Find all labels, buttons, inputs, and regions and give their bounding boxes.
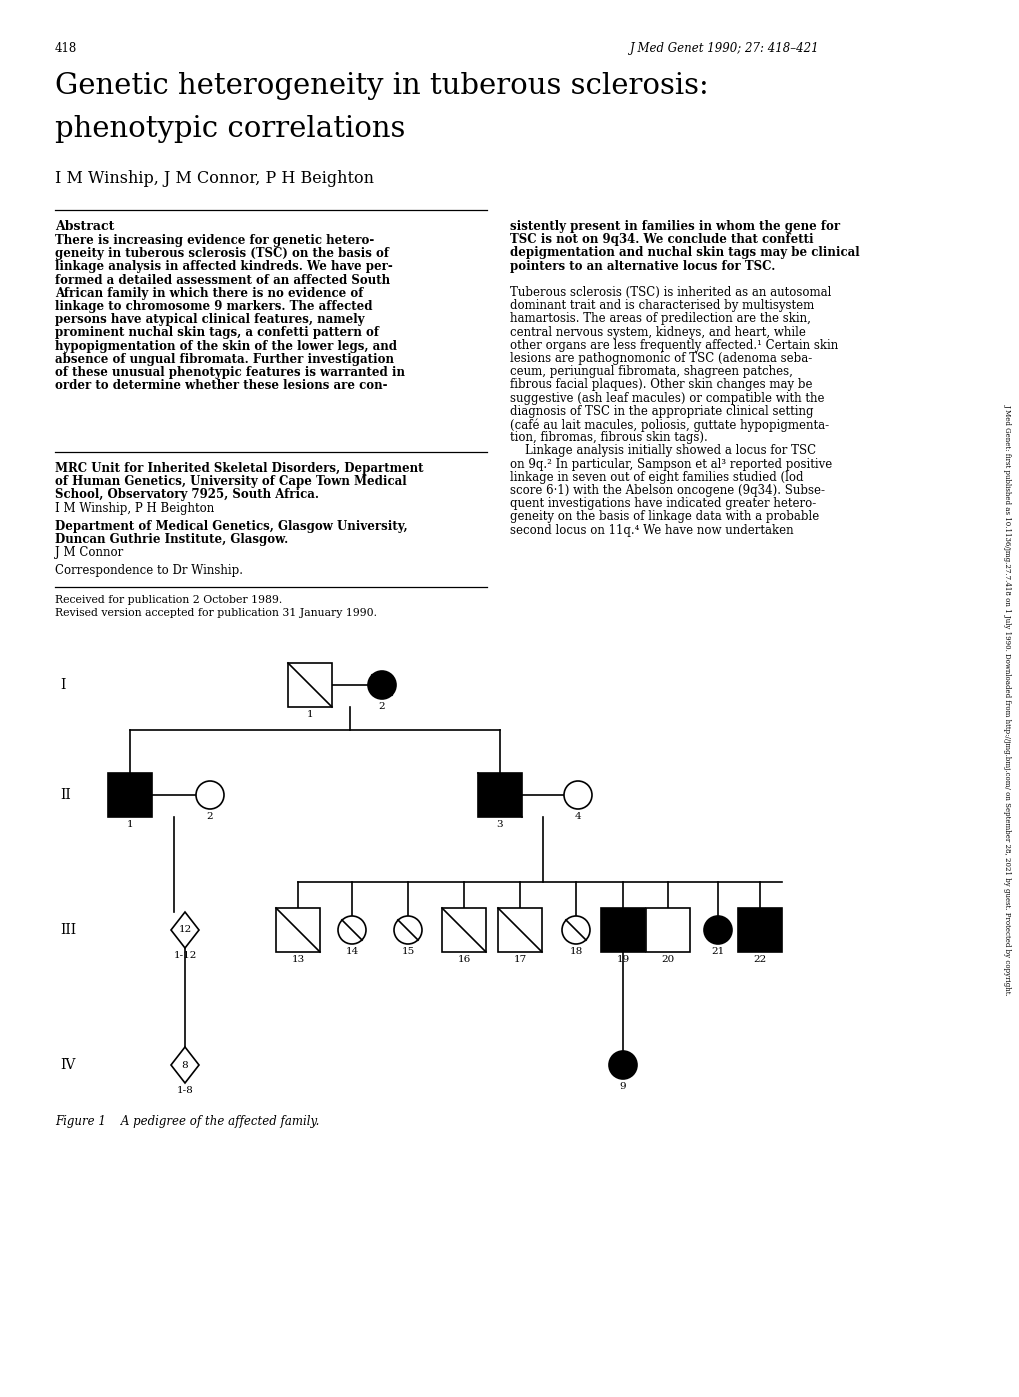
Text: diagnosis of TSC in the appropriate clinical setting: diagnosis of TSC in the appropriate clin… (510, 405, 813, 418)
Text: 418: 418 (55, 42, 77, 54)
Text: fibrous facial plaques). Other skin changes may be: fibrous facial plaques). Other skin chan… (510, 379, 812, 391)
Text: central nervous system, kidneys, and heart, while: central nervous system, kidneys, and hea… (510, 326, 805, 338)
Text: hamartosis. The areas of predilection are the skin,: hamartosis. The areas of predilection ar… (510, 313, 810, 326)
Text: 1-8: 1-8 (176, 1085, 194, 1095)
Text: suggestive (ash leaf macules) or compatible with the: suggestive (ash leaf macules) or compati… (510, 391, 823, 405)
Text: African family in which there is no evidence of: African family in which there is no evid… (55, 286, 363, 300)
Text: III: III (60, 923, 76, 937)
Text: 1-12: 1-12 (173, 951, 197, 960)
Text: 18: 18 (569, 947, 582, 956)
Text: Correspondence to Dr Winship.: Correspondence to Dr Winship. (55, 564, 243, 577)
Text: on 9q.² In particular, Sampson et al³ reported positive: on 9q.² In particular, Sampson et al³ re… (510, 458, 832, 471)
Text: I M Winship, P H Beighton: I M Winship, P H Beighton (55, 502, 214, 514)
Text: 14: 14 (345, 947, 359, 956)
Text: MRC Unit for Inherited Skeletal Disorders, Department: MRC Unit for Inherited Skeletal Disorder… (55, 462, 423, 475)
Text: 15: 15 (401, 947, 414, 956)
Text: 12: 12 (178, 925, 192, 935)
Text: IV: IV (60, 1058, 75, 1071)
Text: linkage to chromosome 9 markers. The affected: linkage to chromosome 9 markers. The aff… (55, 300, 372, 313)
Bar (738, 908, 782, 951)
Bar (276, 908, 320, 951)
Text: 20: 20 (660, 956, 674, 964)
Text: absence of ungual fibromata. Further investigation: absence of ungual fibromata. Further inv… (55, 353, 393, 366)
Text: 2: 2 (207, 812, 213, 821)
Text: geneity on the basis of linkage data with a probable: geneity on the basis of linkage data wit… (510, 510, 818, 524)
Bar (441, 908, 485, 951)
Text: 4: 4 (574, 812, 581, 821)
Text: Figure 1    A pedigree of the affected family.: Figure 1 A pedigree of the affected fami… (55, 1115, 319, 1127)
Text: of these unusual phenotypic features is warranted in: of these unusual phenotypic features is … (55, 366, 405, 379)
Text: Genetic heterogeneity in tuberous sclerosis:: Genetic heterogeneity in tuberous sclero… (55, 73, 708, 101)
Text: score 6·1) with the Abelson oncogene (9q34). Subse-: score 6·1) with the Abelson oncogene (9q… (510, 483, 824, 497)
Text: 13: 13 (291, 956, 305, 964)
Circle shape (608, 1051, 637, 1078)
Text: second locus on 11q.⁴ We have now undertaken: second locus on 11q.⁴ We have now undert… (510, 524, 793, 536)
Bar (600, 908, 644, 951)
Bar (108, 773, 152, 817)
Text: Department of Medical Genetics, Glasgow University,: Department of Medical Genetics, Glasgow … (55, 520, 408, 532)
Text: Duncan Guthrie Institute, Glasgow.: Duncan Guthrie Institute, Glasgow. (55, 534, 288, 546)
Bar (287, 664, 331, 707)
Text: 16: 16 (457, 956, 470, 964)
Text: I: I (60, 678, 65, 692)
Text: sistently present in families in whom the gene for: sistently present in families in whom th… (510, 219, 840, 233)
Text: pointers to an alternative locus for TSC.: pointers to an alternative locus for TSC… (510, 260, 774, 272)
Text: II: II (60, 788, 70, 802)
Text: (café au lait macules, poliosis, guttate hypopigmenta-: (café au lait macules, poliosis, guttate… (510, 418, 828, 432)
Text: tion, fibromas, fibrous skin tags).: tion, fibromas, fibrous skin tags). (510, 432, 707, 444)
Text: J M Connor: J M Connor (55, 546, 123, 559)
Text: There is increasing evidence for genetic hetero-: There is increasing evidence for genetic… (55, 235, 374, 247)
Bar (478, 773, 522, 817)
Circle shape (703, 916, 732, 944)
Polygon shape (171, 912, 199, 949)
Circle shape (368, 671, 395, 698)
Text: 3: 3 (496, 820, 502, 828)
Circle shape (337, 916, 366, 944)
Text: Received for publication 2 October 1989.: Received for publication 2 October 1989. (55, 595, 282, 605)
Text: TSC is not on 9q34. We conclude that confetti: TSC is not on 9q34. We conclude that con… (510, 233, 813, 246)
Text: 9: 9 (620, 1083, 626, 1091)
Text: lesions are pathognomonic of TSC (adenoma seba-: lesions are pathognomonic of TSC (adenom… (510, 352, 811, 365)
Text: 22: 22 (753, 956, 766, 964)
Text: persons have atypical clinical features, namely: persons have atypical clinical features,… (55, 313, 364, 327)
Text: 17: 17 (513, 956, 526, 964)
Text: Tuberous sclerosis (TSC) is inherited as an autosomal: Tuberous sclerosis (TSC) is inherited as… (510, 286, 830, 299)
Polygon shape (171, 1046, 199, 1083)
Circle shape (564, 781, 591, 809)
Text: 19: 19 (615, 956, 629, 964)
Text: linkage analysis in affected kindreds. We have per-: linkage analysis in affected kindreds. W… (55, 260, 392, 274)
Circle shape (196, 781, 224, 809)
Text: 1: 1 (307, 710, 313, 719)
Circle shape (561, 916, 589, 944)
Text: phenotypic correlations: phenotypic correlations (55, 115, 405, 142)
Text: of Human Genetics, University of Cape Town Medical: of Human Genetics, University of Cape To… (55, 475, 407, 488)
Text: hypopigmentation of the skin of the lower legs, and: hypopigmentation of the skin of the lowe… (55, 339, 396, 352)
Text: order to determine whether these lesions are con-: order to determine whether these lesions… (55, 379, 387, 393)
Text: 21: 21 (710, 947, 723, 956)
Circle shape (393, 916, 422, 944)
Text: J Med Genet: first published as 10.1136/jmg.27.7.418 on 1 July 1990. Downloaded : J Med Genet: first published as 10.1136/… (1003, 404, 1011, 996)
Text: quent investigations have indicated greater hetero-: quent investigations have indicated grea… (510, 497, 815, 510)
Bar (645, 908, 689, 951)
Text: School, Observatory 7925, South Africa.: School, Observatory 7925, South Africa. (55, 489, 319, 502)
Text: prominent nuchal skin tags, a confetti pattern of: prominent nuchal skin tags, a confetti p… (55, 327, 379, 339)
Text: I M Winship, J M Connor, P H Beighton: I M Winship, J M Connor, P H Beighton (55, 170, 374, 187)
Text: dominant trait and is characterised by multisystem: dominant trait and is characterised by m… (510, 299, 813, 312)
Text: other organs are less frequently affected.¹ Certain skin: other organs are less frequently affecte… (510, 339, 838, 352)
Text: Abstract: Abstract (55, 219, 114, 233)
Text: formed a detailed assessment of an affected South: formed a detailed assessment of an affec… (55, 274, 389, 286)
Text: 2: 2 (378, 703, 385, 711)
Text: depigmentation and nuchal skin tags may be clinical: depigmentation and nuchal skin tags may … (510, 246, 859, 260)
Text: geneity in tuberous sclerosis (TSC) on the basis of: geneity in tuberous sclerosis (TSC) on t… (55, 247, 388, 260)
Text: linkage in seven out of eight families studied (lod: linkage in seven out of eight families s… (510, 471, 803, 483)
Text: ceum, periungual fibromata, shagreen patches,: ceum, periungual fibromata, shagreen pat… (510, 365, 792, 379)
Bar (497, 908, 541, 951)
Text: 8: 8 (181, 1060, 189, 1070)
Text: Revised version accepted for publication 31 January 1990.: Revised version accepted for publication… (55, 608, 377, 617)
Text: Linkage analysis initially showed a locus for TSC: Linkage analysis initially showed a locu… (510, 444, 815, 457)
Text: J Med Genet 1990; 27: 418–421: J Med Genet 1990; 27: 418–421 (630, 42, 819, 54)
Text: 1: 1 (126, 820, 133, 828)
